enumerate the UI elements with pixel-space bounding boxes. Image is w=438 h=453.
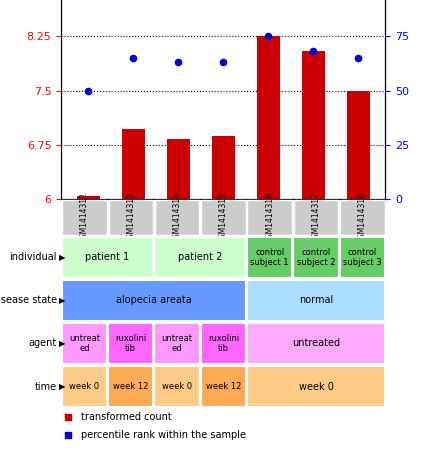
Text: week 12: week 12 [113, 382, 148, 391]
Text: GSM1414317: GSM1414317 [311, 192, 321, 243]
FancyBboxPatch shape [247, 366, 385, 407]
Text: GSM1414314: GSM1414314 [173, 192, 182, 243]
FancyBboxPatch shape [201, 200, 246, 235]
Text: control
subject 2: control subject 2 [297, 248, 335, 267]
FancyBboxPatch shape [340, 200, 385, 235]
Text: percentile rank within the sample: percentile rank within the sample [81, 430, 246, 440]
Text: control
subject 3: control subject 3 [343, 248, 381, 267]
Text: ruxolini
tib: ruxolini tib [208, 334, 239, 353]
FancyBboxPatch shape [62, 200, 107, 235]
Text: disease state: disease state [0, 295, 57, 305]
Text: GSM1414316: GSM1414316 [265, 192, 274, 243]
Text: week 0: week 0 [299, 381, 333, 391]
Text: untreated: untreated [292, 338, 340, 348]
Text: GSM1414315: GSM1414315 [219, 192, 228, 243]
Bar [167, 139, 190, 199]
FancyBboxPatch shape [247, 323, 385, 364]
Text: untreat
ed: untreat ed [162, 334, 193, 353]
Bar [77, 196, 99, 199]
FancyBboxPatch shape [109, 200, 153, 235]
Point [220, 59, 227, 66]
Point [85, 87, 92, 94]
FancyBboxPatch shape [154, 366, 200, 407]
Text: individual: individual [10, 252, 57, 262]
FancyBboxPatch shape [247, 237, 293, 278]
Text: patient 1: patient 1 [85, 252, 130, 262]
FancyBboxPatch shape [62, 280, 246, 321]
FancyBboxPatch shape [62, 366, 107, 407]
Text: ▶: ▶ [59, 382, 66, 391]
Point [279, 340, 286, 347]
Text: ▶: ▶ [59, 296, 66, 305]
Point [130, 54, 137, 62]
Text: week 0: week 0 [162, 382, 192, 391]
FancyBboxPatch shape [62, 323, 107, 364]
Text: GSM1414318: GSM1414318 [358, 192, 367, 243]
Text: control
subject 1: control subject 1 [251, 248, 289, 267]
Text: ▶: ▶ [59, 339, 66, 348]
Text: alopecia areata: alopecia areata [116, 295, 192, 305]
Text: week 0: week 0 [69, 382, 99, 391]
FancyBboxPatch shape [201, 323, 246, 364]
Text: ruxolini
tib: ruxolini tib [115, 334, 146, 353]
Text: time: time [35, 381, 57, 391]
Point [310, 48, 317, 55]
Text: agent: agent [29, 338, 57, 348]
FancyBboxPatch shape [294, 200, 338, 235]
Point [175, 59, 182, 66]
Text: ▶: ▶ [59, 253, 66, 262]
Bar [212, 135, 235, 199]
Bar [302, 51, 325, 199]
Text: normal: normal [299, 295, 333, 305]
FancyBboxPatch shape [339, 237, 385, 278]
FancyBboxPatch shape [201, 366, 246, 407]
Bar [257, 36, 279, 199]
FancyBboxPatch shape [247, 280, 385, 321]
Text: week 12: week 12 [206, 382, 241, 391]
FancyBboxPatch shape [108, 366, 153, 407]
FancyBboxPatch shape [62, 237, 153, 278]
FancyBboxPatch shape [155, 200, 199, 235]
FancyBboxPatch shape [247, 200, 292, 235]
Point [265, 33, 272, 40]
FancyBboxPatch shape [154, 237, 246, 278]
Text: transformed count: transformed count [81, 412, 172, 422]
Bar [122, 129, 145, 199]
Text: GSM1414312: GSM1414312 [80, 192, 89, 243]
Bar [347, 91, 370, 199]
FancyBboxPatch shape [293, 237, 339, 278]
FancyBboxPatch shape [108, 323, 153, 364]
Point [355, 54, 362, 62]
Text: untreat
ed: untreat ed [69, 334, 100, 353]
FancyBboxPatch shape [154, 323, 200, 364]
Text: GSM1414313: GSM1414313 [126, 192, 135, 243]
Point [279, 175, 286, 183]
Text: patient 2: patient 2 [178, 252, 223, 262]
